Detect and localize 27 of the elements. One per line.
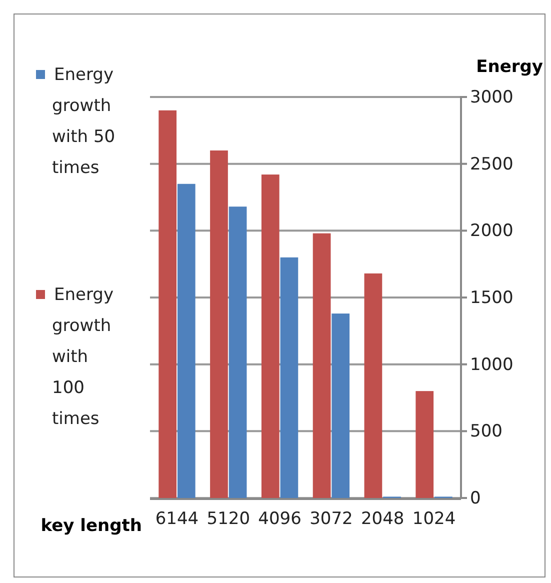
- bar: [158, 110, 177, 498]
- y-tick-label: 1500: [470, 288, 514, 308]
- bar: [364, 273, 382, 498]
- x-tick-label: 5120: [206, 509, 250, 530]
- legend-label: Energy growth with 50 times: [52, 65, 116, 178]
- x-tick-label: 1024: [412, 509, 456, 530]
- x-tick-label: 6144: [155, 509, 199, 530]
- bar: [210, 150, 228, 498]
- bar: [312, 233, 331, 498]
- y-tick-label: 3000: [470, 87, 514, 108]
- bar: [228, 206, 247, 498]
- bar: [332, 314, 350, 498]
- y-tick-label: 2000: [470, 221, 514, 242]
- x-tick-label: 3072: [310, 509, 353, 530]
- y-tick-label: 500: [470, 422, 502, 442]
- y-tick-label: 1000: [470, 354, 514, 375]
- bar: [261, 174, 280, 498]
- y-tick-label: 2500: [470, 154, 514, 174]
- bar: [177, 184, 196, 498]
- bar: [280, 257, 298, 498]
- y-tick-label: 0: [470, 488, 481, 508]
- y-axis-title: Energy: [476, 57, 543, 77]
- legend-label: Energy growth with 100 times: [52, 285, 114, 429]
- x-tick-label: 2048: [360, 509, 404, 530]
- x-tick-label: 4096: [258, 509, 302, 530]
- bar: [416, 391, 434, 498]
- x-axis-title: key length: [40, 516, 142, 536]
